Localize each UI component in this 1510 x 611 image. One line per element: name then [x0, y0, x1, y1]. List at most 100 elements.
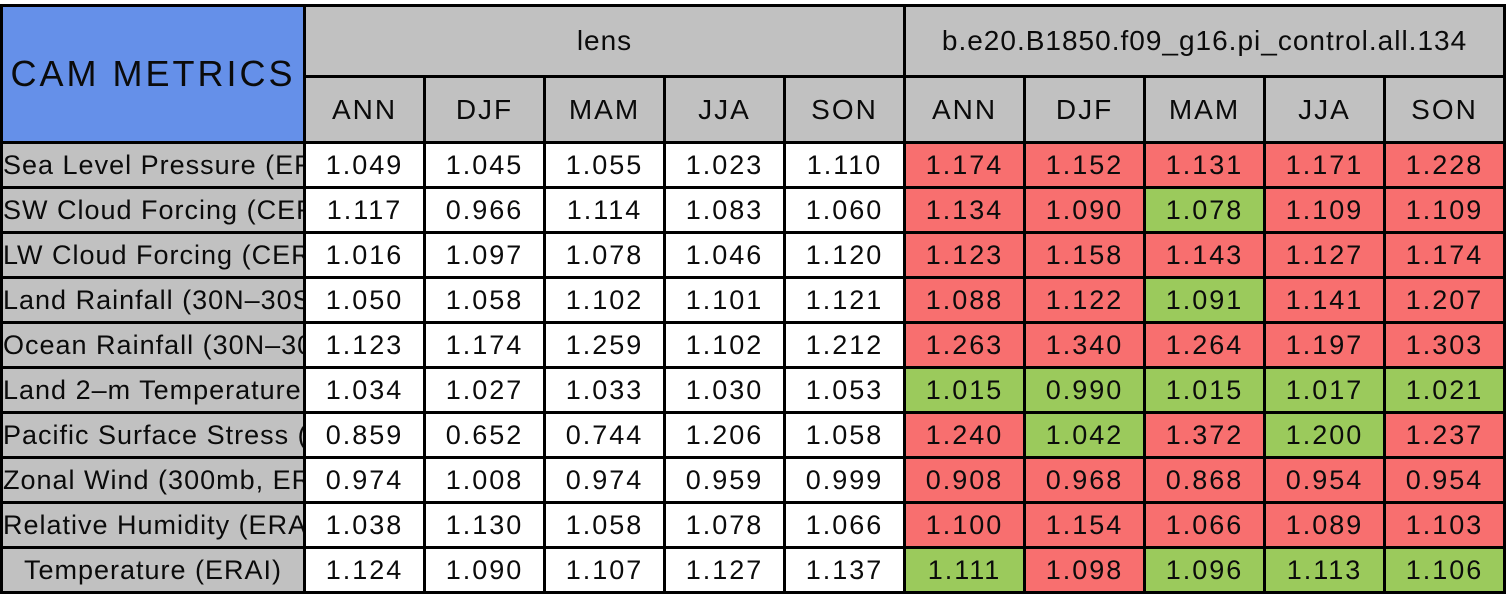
case-value-cell: 1.123 [903, 231, 1027, 279]
season-header: MAM [543, 75, 666, 144]
case-value-cell: 1.103 [1383, 501, 1507, 549]
lens-value-cell: 1.121 [782, 276, 907, 324]
group-header-case: b.e20.B1850.f09_g16.pi_control.all.134 [903, 4, 1507, 78]
lens-value-cell: 1.038 [303, 501, 426, 549]
case-value-cell: 1.154 [1023, 501, 1147, 549]
lens-value-cell: 0.652 [423, 411, 546, 459]
case-value-cell: 1.100 [903, 501, 1027, 549]
case-value-cell: 1.174 [903, 141, 1027, 189]
row-label: Sea Level Pressure (ERAI) [0, 141, 306, 189]
row-label: Relative Humidity (ERAI) [0, 501, 306, 549]
lens-value-cell: 1.123 [303, 321, 426, 369]
case-value-cell: 1.109 [1383, 186, 1507, 234]
case-value-cell: 1.122 [1023, 276, 1147, 324]
case-value-cell: 0.968 [1023, 456, 1147, 504]
lens-value-cell: 1.050 [303, 276, 426, 324]
lens-value-cell: 1.023 [663, 141, 786, 189]
row-label: Temperature (ERAI) [0, 546, 306, 594]
row-label: LW Cloud Forcing (CERES–EBAF) [0, 231, 306, 279]
case-value-cell: 1.111 [903, 546, 1027, 594]
case-value-cell: 1.109 [1263, 186, 1387, 234]
season-header: ANN [903, 75, 1027, 144]
lens-value-cell: 1.174 [423, 321, 546, 369]
table-row: Ocean Rainfall (30N–30S, GPCP) 1.123 1.1… [0, 321, 1507, 369]
case-value-cell: 1.042 [1023, 411, 1147, 459]
case-value-cell: 1.197 [1263, 321, 1387, 369]
table-row: Sea Level Pressure (ERAI) 1.049 1.045 1.… [0, 141, 1507, 189]
case-value-cell: 1.015 [903, 366, 1027, 414]
lens-value-cell: 1.114 [543, 186, 666, 234]
lens-value-cell: 1.046 [663, 231, 786, 279]
table-row: SW Cloud Forcing (CERES–EBAF) 1.117 0.96… [0, 186, 1507, 234]
lens-value-cell: 0.966 [423, 186, 546, 234]
row-label: Ocean Rainfall (30N–30S, GPCP) [0, 321, 306, 369]
row-label-text: Temperature (ERAI) [23, 554, 283, 585]
lens-value-cell: 1.120 [782, 231, 907, 279]
table-row: Zonal Wind (300mb, ERAI) 0.974 1.008 0.9… [0, 456, 1507, 504]
case-value-cell: 0.954 [1263, 456, 1387, 504]
lens-value-cell: 1.083 [663, 186, 786, 234]
lens-value-cell: 1.078 [543, 231, 666, 279]
lens-value-cell: 1.008 [423, 456, 546, 504]
row-label: SW Cloud Forcing (CERES–EBAF) [0, 186, 306, 234]
case-value-cell: 1.096 [1143, 546, 1267, 594]
row-label: Land Rainfall (30N–30S, GPCP) [0, 276, 306, 324]
case-value-cell: 0.990 [1023, 366, 1147, 414]
lens-value-cell: 1.049 [303, 141, 426, 189]
case-value-cell: 1.171 [1263, 141, 1387, 189]
lens-value-cell: 1.034 [303, 366, 426, 414]
table-row: Relative Humidity (ERAI) 1.038 1.130 1.0… [0, 501, 1507, 549]
case-value-cell: 1.090 [1023, 186, 1147, 234]
lens-value-cell: 1.030 [663, 366, 786, 414]
header-row-seasons: ANN DJF MAM JJA SON ANN DJF MAM JJA SON [2, 75, 1507, 144]
case-value-cell: 1.021 [1383, 366, 1507, 414]
lens-value-cell: 1.090 [423, 546, 546, 594]
case-value-cell: 1.372 [1143, 411, 1267, 459]
row-label-text: Relative Humidity (ERAI) [3, 509, 303, 540]
case-value-cell: 1.091 [1143, 276, 1267, 324]
case-value-cell: 1.106 [1383, 546, 1507, 594]
case-value-cell: 1.240 [903, 411, 1027, 459]
lens-value-cell: 1.137 [782, 546, 907, 594]
case-value-cell: 1.174 [1383, 231, 1507, 279]
case-value-cell: 0.908 [903, 456, 1027, 504]
lens-value-cell: 1.058 [782, 411, 907, 459]
row-label-text: Pacific Surface Stress (5N–5S, ERS) [3, 419, 302, 450]
case-value-cell: 1.228 [1383, 141, 1507, 189]
case-value-cell: 1.158 [1023, 231, 1147, 279]
lens-value-cell: 1.259 [543, 321, 666, 369]
lens-value-cell: 1.058 [543, 501, 666, 549]
lens-value-cell: 1.212 [782, 321, 907, 369]
lens-value-cell: 1.206 [663, 411, 786, 459]
row-label-text: LW Cloud Forcing (CERES–EBAF) [3, 239, 302, 270]
lens-value-cell: 1.127 [663, 546, 786, 594]
row-label-text: SW Cloud Forcing (CERES–EBAF) [3, 194, 302, 225]
lens-value-cell: 1.117 [303, 186, 426, 234]
lens-value-cell: 0.959 [663, 456, 786, 504]
case-value-cell: 1.134 [903, 186, 1027, 234]
case-value-cell: 1.017 [1263, 366, 1387, 414]
case-value-cell: 1.303 [1383, 321, 1507, 369]
case-value-cell: 1.200 [1263, 411, 1387, 459]
season-header: JJA [663, 75, 786, 144]
lens-value-cell: 1.102 [663, 321, 786, 369]
table-title: CAM METRICS [0, 4, 306, 144]
case-value-cell: 1.127 [1263, 231, 1387, 279]
case-value-cell: 1.237 [1383, 411, 1507, 459]
case-value-cell: 1.066 [1143, 501, 1267, 549]
season-header: ANN [303, 75, 426, 144]
season-header: JJA [1263, 75, 1387, 144]
row-label-text: Zonal Wind (300mb, ERAI) [3, 464, 302, 495]
lens-value-cell: 1.101 [663, 276, 786, 324]
case-value-cell: 1.141 [1263, 276, 1387, 324]
lens-value-cell: 1.102 [543, 276, 666, 324]
metrics-table: CAM METRICS lens b.e20.B1850.f09_g16.pi_… [0, 4, 1507, 594]
case-value-cell: 0.868 [1143, 456, 1267, 504]
lens-value-cell: 1.097 [423, 231, 546, 279]
case-value-cell: 1.015 [1143, 366, 1267, 414]
lens-value-cell: 1.066 [782, 501, 907, 549]
case-value-cell: 1.207 [1383, 276, 1507, 324]
lens-value-cell: 1.033 [543, 366, 666, 414]
group-header-lens: lens [302, 4, 907, 78]
